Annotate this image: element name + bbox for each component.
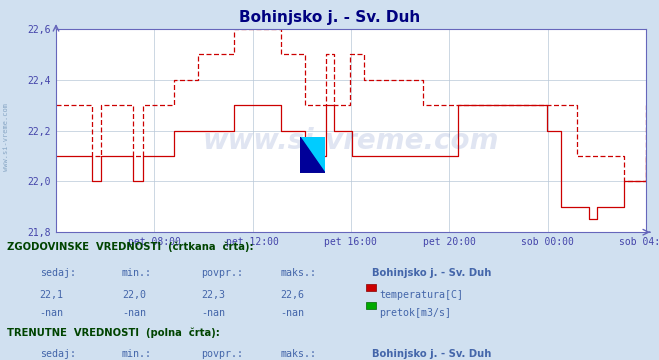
Text: povpr.:: povpr.: <box>201 349 243 359</box>
Text: Bohinjsko j. - Sv. Duh: Bohinjsko j. - Sv. Duh <box>372 268 492 278</box>
Text: Bohinjsko j. - Sv. Duh: Bohinjsko j. - Sv. Duh <box>372 349 492 359</box>
Text: 22,6: 22,6 <box>280 290 304 300</box>
Text: pretok[m3/s]: pretok[m3/s] <box>379 308 451 318</box>
Polygon shape <box>300 137 325 173</box>
Text: min.:: min.: <box>122 268 152 278</box>
Text: 22,0: 22,0 <box>122 290 146 300</box>
Text: temperatura[C]: temperatura[C] <box>379 290 463 300</box>
Text: 22,1: 22,1 <box>40 290 63 300</box>
Text: 22,3: 22,3 <box>201 290 225 300</box>
Text: TRENUTNE  VREDNOSTI  (polna  črta):: TRENUTNE VREDNOSTI (polna črta): <box>7 328 219 338</box>
Text: sedaj:: sedaj: <box>40 268 76 278</box>
Text: min.:: min.: <box>122 349 152 359</box>
Text: www.si-vreme.com: www.si-vreme.com <box>203 127 499 155</box>
Text: -nan: -nan <box>40 308 63 318</box>
Text: Bohinjsko j. - Sv. Duh: Bohinjsko j. - Sv. Duh <box>239 10 420 25</box>
Polygon shape <box>300 137 325 173</box>
Text: -nan: -nan <box>280 308 304 318</box>
Text: -nan: -nan <box>122 308 146 318</box>
Text: www.si-vreme.com: www.si-vreme.com <box>3 103 9 171</box>
Polygon shape <box>300 137 325 173</box>
Text: -nan: -nan <box>201 308 225 318</box>
Text: maks.:: maks.: <box>280 349 316 359</box>
Text: sedaj:: sedaj: <box>40 349 76 359</box>
Text: povpr.:: povpr.: <box>201 268 243 278</box>
Text: maks.:: maks.: <box>280 268 316 278</box>
Text: ZGODOVINSKE  VREDNOSTI  (črtkana  črta):: ZGODOVINSKE VREDNOSTI (črtkana črta): <box>7 241 253 252</box>
